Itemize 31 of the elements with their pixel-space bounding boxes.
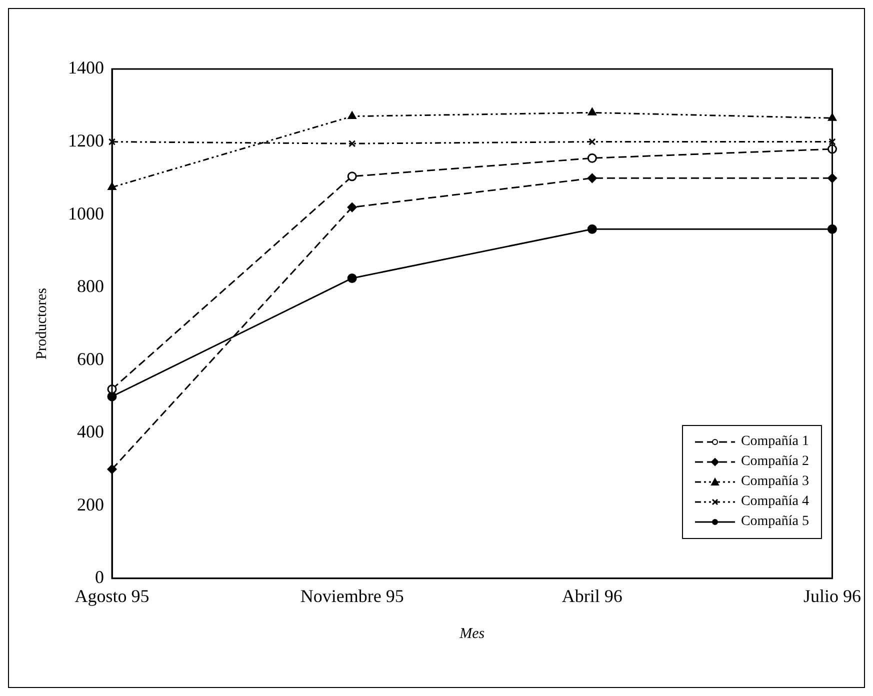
point bbox=[588, 108, 596, 116]
point bbox=[108, 138, 116, 146]
point bbox=[828, 138, 836, 146]
legend-label: Compañía 2 bbox=[740, 453, 809, 471]
y-tick-label: 1200 bbox=[68, 130, 104, 151]
point bbox=[587, 173, 597, 183]
legend-label: Compañía 5 bbox=[740, 513, 809, 531]
legend-label: Compañía 1 bbox=[740, 433, 809, 451]
y-tick-label: 1000 bbox=[68, 203, 104, 224]
y-tick-label: 600 bbox=[77, 348, 104, 369]
y-tick-label: 200 bbox=[77, 494, 104, 514]
legend-label: Compañía 3 bbox=[740, 473, 809, 491]
x-tick-label: Abril 96 bbox=[562, 586, 622, 606]
point bbox=[587, 153, 597, 163]
point bbox=[347, 273, 357, 283]
y-tick-label: 400 bbox=[77, 422, 104, 442]
point bbox=[347, 172, 357, 182]
x-tick-label: Julio 96 bbox=[803, 586, 862, 606]
y-tick-label: 800 bbox=[77, 276, 104, 296]
point bbox=[348, 112, 356, 120]
point bbox=[347, 202, 357, 212]
y-tick-label: 1400 bbox=[68, 58, 104, 78]
x-tick-label: Noviembre 95 bbox=[300, 586, 404, 606]
point bbox=[348, 140, 356, 148]
x-axis-title: Mes bbox=[458, 626, 485, 642]
x-tick-label: Agosto 95 bbox=[74, 586, 150, 606]
y-tick-label: 0 bbox=[95, 567, 104, 588]
point bbox=[588, 138, 596, 146]
point bbox=[587, 224, 597, 234]
legend-label: Compañía 4 bbox=[740, 493, 809, 511]
y-axis-title: Productores bbox=[34, 288, 50, 360]
